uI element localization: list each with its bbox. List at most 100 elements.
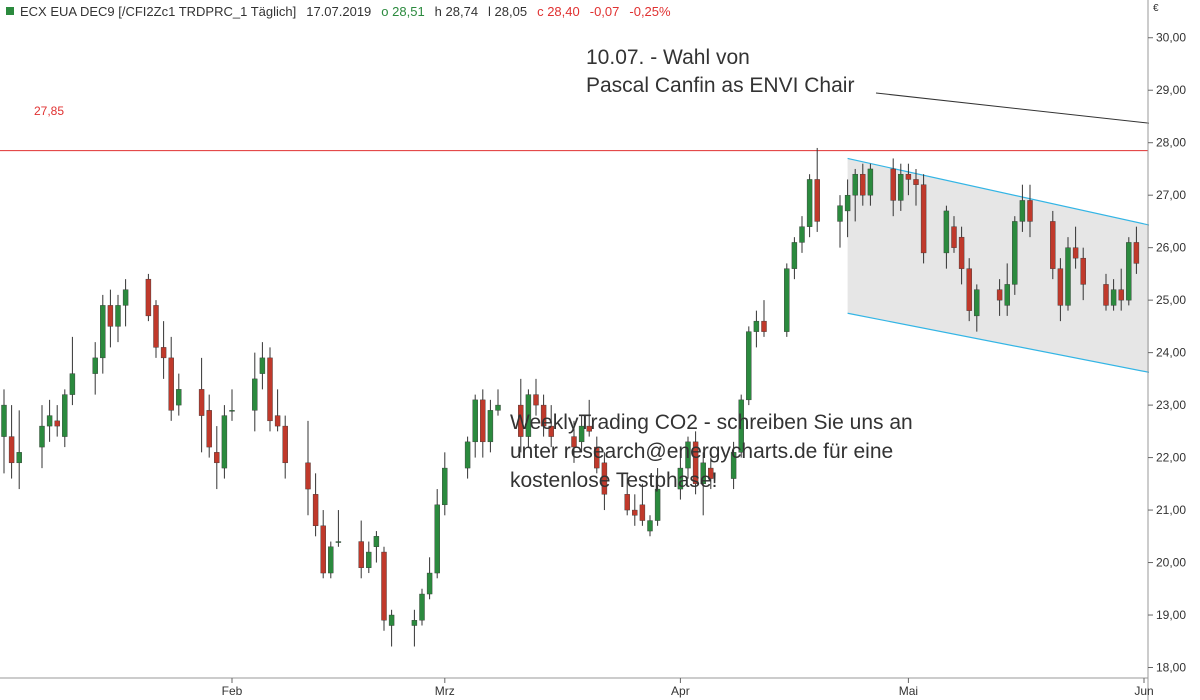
change-value: -0,07 — [589, 3, 620, 19]
candle — [867, 163, 874, 206]
currency-label: € — [1153, 3, 1159, 14]
candle — [518, 378, 524, 453]
promo-annotation-line-3: kostenlose Testphase! — [510, 469, 718, 492]
candle — [259, 342, 266, 390]
event-annotation-line-1: 10.07. - Wahl von — [586, 46, 750, 69]
candle — [434, 489, 440, 579]
candle — [1133, 226, 1140, 274]
candle — [46, 399, 53, 442]
candle — [920, 174, 927, 264]
close-value: c 28,40 — [537, 3, 580, 19]
candle — [54, 405, 60, 437]
candle — [69, 336, 76, 406]
y-tick-label: 30,00 — [1156, 31, 1186, 45]
x-tick-label: Feb — [222, 684, 243, 698]
candle — [381, 546, 387, 631]
candle — [799, 216, 805, 253]
candle — [312, 473, 319, 537]
y-tick-label: 19,00 — [1156, 608, 1186, 622]
candle — [533, 378, 539, 416]
channel-lower-line — [847, 312, 1200, 383]
candle — [791, 237, 798, 280]
candle — [951, 216, 957, 253]
candle — [1012, 216, 1018, 295]
x-tick-label: Jun — [1134, 684, 1153, 698]
candle — [943, 205, 950, 269]
event-annotation-line-2: Pascal Canfin as ENVI Chair — [586, 74, 855, 97]
candle — [647, 515, 653, 537]
candle — [305, 420, 311, 516]
series-color-icon — [6, 7, 14, 15]
candle — [761, 300, 767, 337]
candle — [1019, 184, 1026, 232]
candles — [1, 147, 1193, 647]
candle — [1118, 268, 1124, 311]
y-tick-label: 23,00 — [1156, 398, 1186, 412]
candle — [586, 399, 592, 437]
promo-annotation: WeeklyTrading CO2 - schreiben Sie uns an… — [510, 408, 913, 495]
candle — [974, 284, 980, 332]
candle — [206, 394, 212, 458]
candle — [229, 389, 235, 421]
candle — [487, 399, 494, 453]
candle — [784, 263, 790, 337]
candle — [898, 163, 904, 211]
candle — [8, 405, 15, 479]
y-tick-label: 25,00 — [1156, 293, 1186, 307]
candle — [1072, 226, 1079, 269]
candle — [1, 389, 7, 474]
y-tick-label: 29,00 — [1156, 83, 1186, 97]
candle — [442, 452, 448, 516]
candle — [905, 163, 912, 196]
high-value: h 28,74 — [434, 3, 479, 19]
candle — [966, 258, 972, 322]
y-tick-label: 22,00 — [1156, 451, 1186, 465]
level-label: 27,85 — [34, 104, 65, 118]
candle — [115, 294, 121, 343]
candle — [328, 541, 334, 579]
candle — [692, 431, 699, 495]
y-tick-label: 20,00 — [1156, 556, 1186, 570]
candle — [274, 389, 281, 432]
candle — [214, 426, 220, 490]
candle — [738, 394, 744, 458]
candle — [639, 483, 646, 526]
candle — [844, 179, 851, 238]
y-tick-label: 21,00 — [1156, 503, 1186, 517]
candle — [890, 158, 896, 217]
candle — [1027, 184, 1033, 238]
channel-fill — [847, 158, 1200, 383]
x-tick-label: Mai — [899, 684, 918, 698]
candle — [335, 510, 342, 547]
candle — [1004, 263, 1010, 316]
candle — [700, 452, 706, 516]
candle — [913, 168, 919, 206]
y-tick-label: 18,00 — [1156, 661, 1186, 675]
candle — [806, 174, 813, 238]
candle — [578, 415, 585, 453]
candle — [320, 510, 326, 579]
candle — [252, 352, 258, 432]
candle — [594, 436, 600, 474]
candle — [62, 389, 68, 448]
candle — [16, 410, 22, 490]
candle — [464, 436, 471, 479]
x-tick-label: Apr — [671, 684, 690, 698]
y-tick-label: 28,00 — [1156, 136, 1186, 150]
y-tick-label: 24,00 — [1156, 346, 1186, 360]
candle — [860, 163, 866, 206]
symbol-label: ECX EUA DEC9 [/CFI2Zc1 TRDPRC_1 Täglich] — [20, 3, 297, 19]
candle — [624, 473, 630, 516]
chart-header: ECX EUA DEC9 [/CFI2Zc1 TRDPRC_1 Täglich]… — [0, 0, 1150, 22]
candle — [92, 342, 98, 395]
candle — [388, 609, 395, 647]
candle — [753, 310, 760, 348]
candle — [685, 436, 691, 479]
candle — [1103, 273, 1109, 311]
candle — [677, 457, 684, 500]
candle — [107, 289, 114, 348]
candle — [837, 195, 843, 248]
candle — [373, 531, 380, 563]
promo-annotation-line-2: unter research@energycharts.de für eine — [510, 440, 894, 463]
